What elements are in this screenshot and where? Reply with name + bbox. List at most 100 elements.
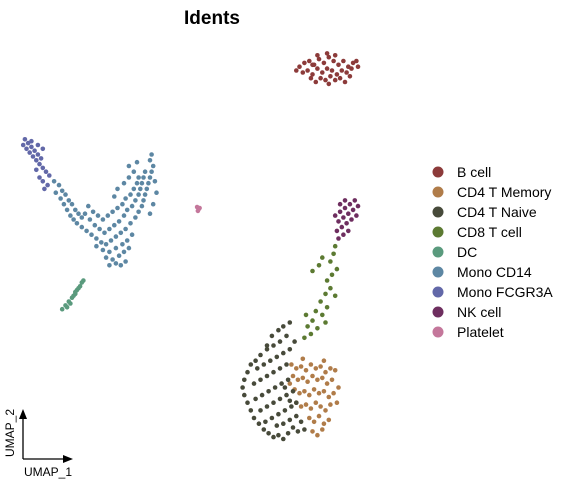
point-cd4-t-naive-7 [264, 347, 270, 352]
point-cd8-t-cell-5 [324, 278, 330, 283]
point-mono-cd14-23 [113, 234, 119, 239]
point-b-cell-26 [318, 75, 323, 81]
point-mono-fcgr3a-9 [34, 158, 39, 163]
point-cd4-t-memory-3 [303, 368, 309, 373]
point-b-cell-4 [316, 56, 322, 62]
point-nk-cell-8 [349, 217, 354, 222]
point-mono-cd14-86 [121, 180, 127, 186]
point-platelet-3 [197, 205, 202, 211]
point-cd4-t-naive-44 [272, 385, 278, 390]
point-mono-cd14-72 [113, 245, 119, 251]
point-dc-8 [68, 301, 73, 306]
point-mono-fcgr3a-19 [35, 142, 41, 148]
point-cd8-t-cell-11 [320, 312, 325, 318]
point-b-cell-32 [347, 74, 353, 79]
point-cd4-t-naive-21 [271, 434, 276, 440]
point-cd4-t-naive-4 [284, 333, 289, 339]
point-cd4-t-naive-46 [285, 377, 291, 383]
legend-label-dc: DC [457, 244, 477, 260]
point-mono-fcgr3a-22 [37, 175, 42, 180]
point-cd4-t-naive-10 [248, 362, 254, 367]
point-mono-fcgr3a-20 [40, 146, 46, 152]
point-cd4-t-naive-54 [269, 415, 275, 421]
point-cd4-t-naive-17 [251, 415, 257, 421]
point-cd4-t-memory-18 [329, 377, 335, 383]
point-cd4-t-memory-5 [313, 366, 319, 371]
point-nk-cell-7 [336, 219, 341, 224]
point-dc-9 [71, 293, 76, 299]
point-mono-cd14-85 [115, 186, 120, 192]
point-cd4-t-naive-26 [295, 429, 301, 434]
point-mono-cd14-75 [129, 232, 135, 237]
point-mono-cd14-20 [99, 240, 104, 245]
point-b-cell-5 [321, 60, 327, 66]
point-cd4-t-naive-29 [254, 366, 260, 371]
point-cd4-t-memory-34 [323, 408, 328, 413]
point-cd4-t-naive-36 [258, 377, 263, 383]
legend-swatch-platelet [432, 326, 444, 338]
point-cd4-t-memory-0 [289, 362, 294, 367]
point-cd4-t-memory-16 [320, 375, 325, 381]
point-b-cell-17 [320, 70, 325, 75]
point-b-cell-24 [308, 75, 314, 81]
point-nk-cell-10 [339, 224, 345, 230]
point-cd8-t-cell-10 [324, 305, 330, 310]
point-cd8-t-cell-19 [310, 268, 315, 274]
point-cd4-t-memory-43 [315, 432, 320, 438]
point-mono-cd14-26 [128, 221, 133, 226]
point-cd4-t-naive-18 [256, 421, 262, 427]
point-cd4-t-naive-9 [253, 358, 258, 364]
point-cd4-t-memory-23 [311, 387, 317, 392]
point-cd4-t-naive-43 [266, 389, 271, 394]
point-b-cell-14 [305, 68, 310, 73]
point-mono-cd14-68 [136, 175, 141, 180]
point-cd4-t-naive-66 [282, 385, 288, 390]
point-cd4-t-memory-45 [287, 381, 293, 386]
point-cd4-t-memory-36 [334, 400, 340, 406]
point-nk-cell-3 [337, 209, 343, 215]
point-mono-cd14-15 [74, 221, 80, 226]
point-mono-cd14-62 [115, 205, 120, 211]
point-mono-cd14-46 [116, 219, 122, 224]
point-nk-cell-0 [352, 198, 358, 203]
point-cd4-t-naive-33 [281, 350, 286, 356]
point-b-cell-34 [324, 51, 330, 56]
point-cd4-t-memory-4 [308, 362, 314, 367]
point-cd4-t-naive-42 [259, 392, 265, 398]
point-mono-cd14-31 [142, 192, 148, 197]
point-mono-fcgr3a-2 [29, 144, 34, 150]
point-cd4-t-memory-17 [324, 381, 330, 386]
point-cd4-t-naive-24 [285, 431, 291, 436]
point-mono-cd14-70 [100, 247, 106, 253]
point-cd4-t-memory-13 [305, 379, 310, 385]
point-cd4-t-memory-37 [307, 415, 312, 421]
point-b-cell-8 [336, 62, 341, 68]
point-nk-cell-1 [347, 201, 353, 207]
point-cd4-t-naive-2 [276, 327, 281, 333]
point-mono-cd14-35 [149, 169, 154, 174]
point-mono-fcgr3a-8 [30, 154, 36, 159]
point-b-cell-30 [337, 75, 343, 81]
point-mono-cd14-45 [112, 222, 117, 228]
point-mono-cd14-33 [146, 180, 151, 186]
point-b-cell-37 [354, 58, 359, 64]
point-cd8-t-cell-1 [331, 251, 336, 257]
point-cd4-t-naive-16 [248, 408, 254, 413]
point-mono-cd14-9 [53, 190, 59, 195]
point-dc-10 [76, 285, 81, 291]
point-cd4-t-memory-11 [295, 377, 301, 383]
point-mono-cd14-60 [105, 213, 111, 218]
point-cd4-t-memory-30 [303, 402, 309, 407]
point-cd4-t-naive-5 [277, 339, 283, 344]
point-cd4-t-memory-22 [307, 392, 312, 398]
point-b-cell-25 [313, 79, 319, 85]
legend-label-mono-cd14: Mono CD14 [457, 264, 532, 280]
point-cd4-t-naive-37 [264, 373, 270, 379]
legend-label-cd8-t-cell: CD8 T cell [457, 224, 522, 240]
y-arrow-head [19, 409, 27, 419]
point-mono-fcgr3a-3 [32, 148, 37, 153]
point-b-cell-39 [310, 62, 315, 68]
point-cd4-t-naive-35 [251, 381, 257, 386]
point-dc-11 [64, 305, 70, 310]
point-mono-cd14-7 [76, 211, 81, 216]
